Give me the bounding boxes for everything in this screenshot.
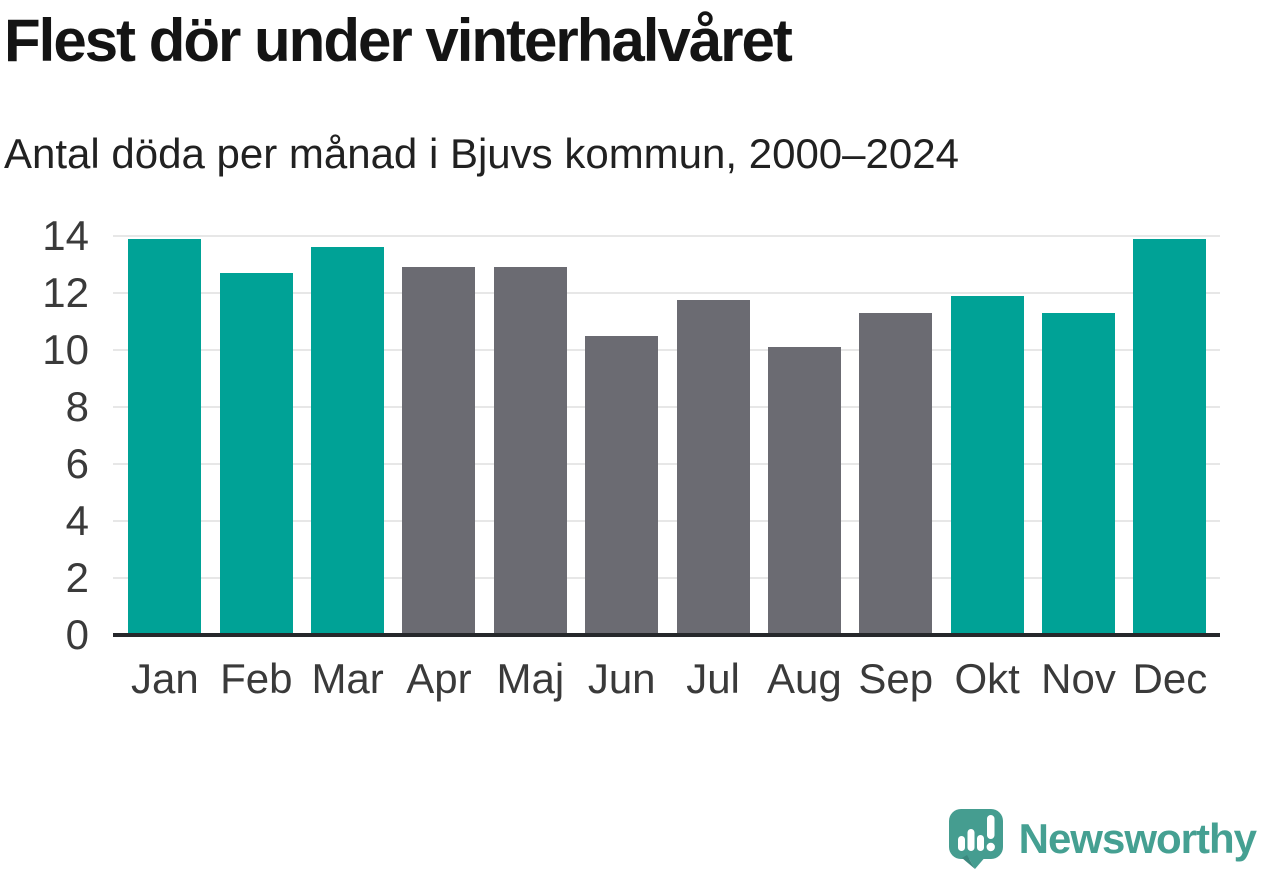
chart-subtitle: Antal döda per månad i Bjuvs kommun, 200… — [4, 130, 959, 177]
bar-maj — [493, 267, 567, 635]
bar-nov — [1042, 312, 1115, 635]
bar-aug — [767, 347, 841, 635]
gridline-y4 — [113, 520, 1220, 522]
bar-okt — [950, 295, 1024, 635]
bar-jun — [585, 335, 659, 635]
x-tick-label-maj: Maj — [496, 655, 565, 702]
x-tick-label-dec: Dec — [1132, 655, 1208, 702]
x-tick-label-mar: Mar — [311, 655, 384, 702]
x-axis-line — [113, 633, 1220, 637]
bar-dec — [1133, 238, 1207, 635]
x-tick-label-okt: Okt — [954, 655, 1020, 702]
x-tick-label-apr: Apr — [406, 655, 472, 702]
y-tick-label-0: 0 — [65, 611, 89, 658]
newsworthy-logo-icon — [948, 809, 1003, 869]
gridline-y10 — [113, 349, 1220, 351]
y-tick-label-2: 2 — [65, 554, 89, 601]
y-tick-label-8: 8 — [65, 383, 89, 430]
x-tick-label-nov: Nov — [1041, 655, 1116, 702]
bar-jan — [128, 238, 202, 635]
bar-apr — [402, 267, 476, 635]
y-tick-label-14: 14 — [42, 212, 89, 259]
newsworthy-wordmark: Newsworthy — [1018, 815, 1257, 862]
y-tick-label-6: 6 — [65, 440, 89, 487]
gridline-y12 — [113, 292, 1220, 294]
bar-feb — [219, 273, 293, 635]
x-tick-label-sep: Sep — [858, 655, 934, 702]
y-tick-label-4: 4 — [65, 497, 89, 544]
x-tick-label-jan: Jan — [131, 655, 199, 702]
bar-mar — [311, 247, 385, 635]
gridline-y8 — [113, 406, 1220, 408]
gridline-y6 — [113, 463, 1220, 465]
gridline-y2 — [113, 577, 1220, 579]
plot-area — [113, 235, 1220, 637]
x-tick-label-jul: Jul — [686, 655, 740, 702]
y-tick-label-12: 12 — [42, 269, 89, 316]
x-tick-label-feb: Feb — [220, 655, 293, 702]
chart-title: Flest dör under vinterhalvåret — [4, 7, 793, 74]
x-tick-label-jun: Jun — [587, 655, 656, 702]
y-tick-label-10: 10 — [42, 326, 89, 373]
newsworthy-brand: Newsworthy — [947, 807, 1257, 871]
bar-jul — [676, 300, 750, 635]
gridline-y14 — [113, 235, 1220, 237]
x-tick-label-aug: Aug — [767, 655, 842, 702]
bar-sep — [859, 312, 933, 635]
